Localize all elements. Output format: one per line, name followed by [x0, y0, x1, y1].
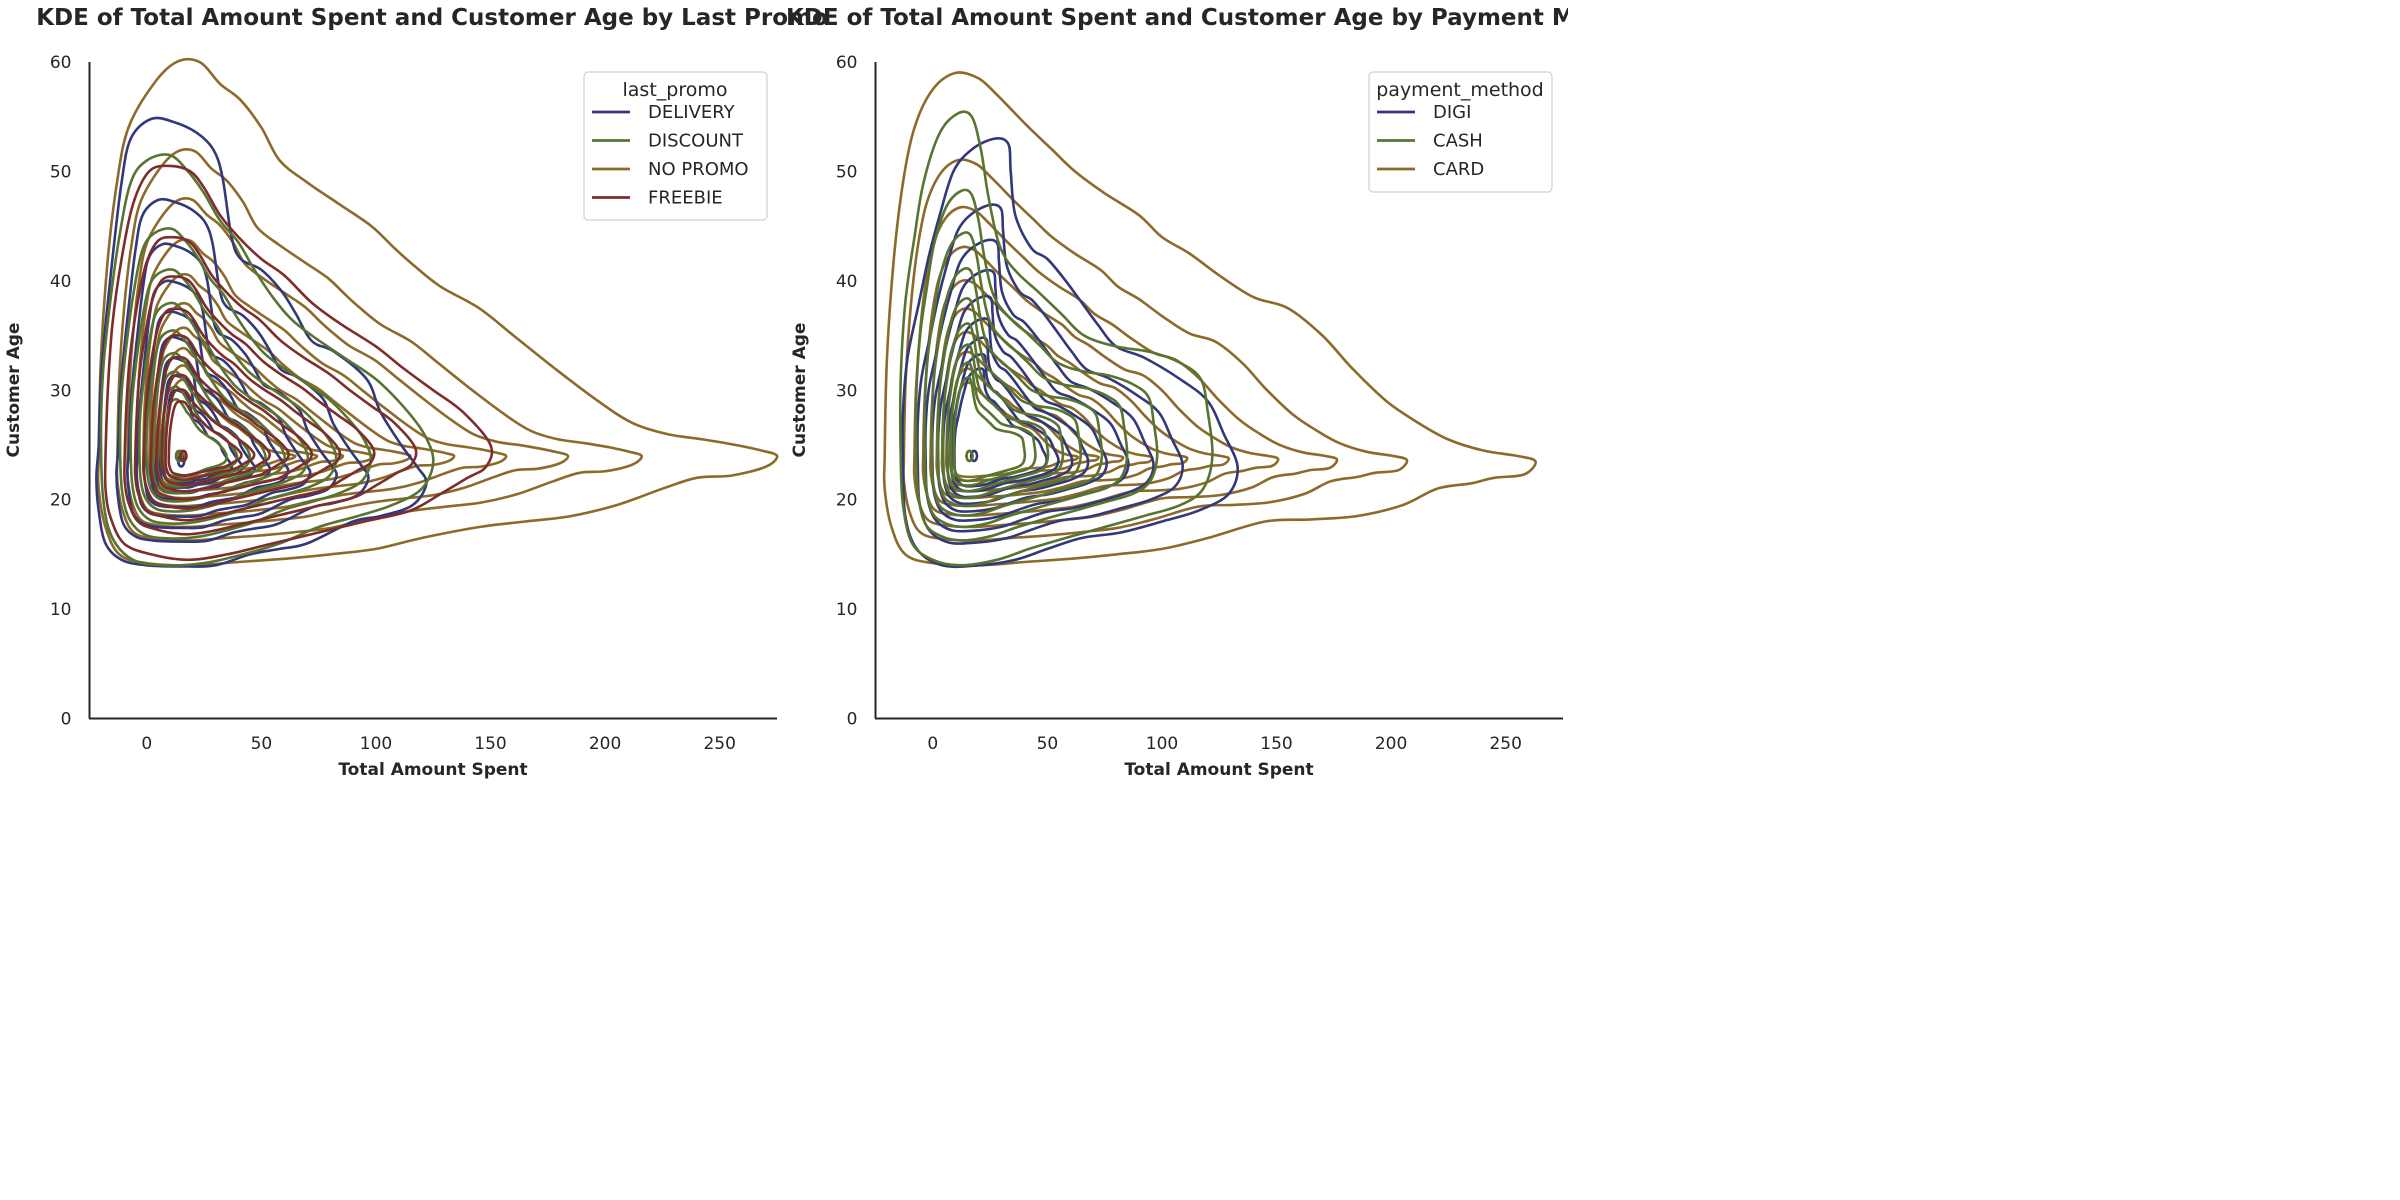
kde-peak-freebie [179, 449, 188, 463]
legend-label: DELIVERY [648, 102, 736, 123]
legend-label: DIGI [1433, 102, 1471, 123]
x-tick-label: 50 [1037, 734, 1059, 754]
kde-peak-cash [965, 449, 974, 463]
kde-contour-no-promo [141, 272, 456, 508]
kde-contour-cash [923, 231, 1129, 529]
legend-label: CARD [1433, 159, 1484, 180]
legend-title-left: last_promo [623, 79, 728, 101]
kde-contour-freebie [123, 235, 418, 536]
kde-contour-cash [949, 361, 1037, 487]
legend-label: CASH [1433, 131, 1483, 152]
kde-contours-left [95, 58, 779, 568]
y-tick-label: 60 [836, 53, 858, 73]
kde-contour-freebie [167, 400, 243, 477]
x-ticks-right: 0 50 100 150 200 250 [927, 734, 1522, 754]
kde-contour-no-promo [125, 197, 570, 529]
kde-contour-card [940, 330, 1154, 493]
legend-title-right: payment_method [1376, 79, 1544, 101]
legend-right: payment_method DIGI CASH CARD [1368, 71, 1553, 193]
kde-contour-cash [898, 110, 1214, 567]
chart-title-left: KDE of Total Amount Spent and Customer A… [36, 5, 828, 31]
x-tick-label: 200 [1375, 734, 1407, 754]
kde-contour-card [882, 71, 1537, 567]
kde-contour-cash [941, 322, 1065, 500]
kde-contour-delivery [126, 242, 338, 530]
legend-label: NO PROMO [648, 159, 749, 180]
legend-entries-left: DELIVERY DISCOUNT NO PROMO FREEBIE [592, 102, 749, 209]
panel-right: KDE of Total Amount Spent and Customer A… [786, 5, 1568, 780]
x-axis-label-right: Total Amount Spent [1124, 760, 1313, 780]
kde-contours-right [882, 71, 1537, 569]
kde-contour-freebie [103, 164, 494, 562]
kde-contour-discount [145, 329, 286, 503]
kde-contour-digi [930, 268, 1130, 523]
y-ticks-right: 0 10 20 30 40 50 60 [836, 53, 858, 730]
y-tick-label: 40 [50, 272, 72, 292]
y-tick-label: 50 [50, 162, 72, 182]
legend-entries-right: DIGI CASH CARD [1377, 102, 1484, 180]
kde-contour-card [921, 245, 1280, 517]
kde-contour-card [935, 307, 1189, 500]
kde-contour-no-promo [115, 148, 643, 542]
x-tick-label: 0 [927, 734, 938, 754]
kde-contour-discount [118, 227, 373, 540]
y-tick-label: 20 [50, 491, 72, 511]
chart-figure: KDE of Total Amount Spent and Customer A… [4, 5, 1568, 780]
legend-label: DISCOUNT [648, 131, 744, 152]
kde-contour-cash [936, 296, 1083, 508]
x-tick-label: 100 [360, 734, 392, 754]
kde-contour-digi [924, 238, 1155, 533]
kde-peak-digi [969, 449, 979, 463]
x-ticks-left: 0 50 100 150 200 250 [141, 734, 736, 754]
x-tick-label: 250 [1489, 734, 1521, 754]
chart-title-right: KDE of Total Amount Spent and Customer A… [786, 5, 1568, 31]
y-tick-label: 0 [61, 710, 72, 730]
kde-contour-discount [129, 268, 338, 525]
x-tick-label: 50 [251, 734, 273, 754]
y-tick-label: 30 [836, 381, 858, 401]
kde-contour-discount [138, 301, 310, 513]
x-tick-label: 0 [141, 734, 152, 754]
kde-contour-freebie [155, 355, 290, 493]
y-tick-label: 40 [836, 272, 858, 292]
x-axis-label-left: Total Amount Spent [338, 760, 527, 780]
kde-contour-freebie [149, 333, 314, 501]
kde-contour-cash [952, 376, 1027, 483]
kde-contour-freebie [164, 388, 256, 482]
y-axis-label-right: Customer Age [790, 323, 810, 458]
kde-contour-delivery [115, 197, 370, 544]
y-tick-label: 50 [836, 162, 858, 182]
kde-contour-cash [945, 343, 1050, 493]
y-tick-label: 10 [50, 600, 72, 620]
x-tick-label: 100 [1146, 734, 1178, 754]
kde-contour-no-promo [134, 238, 508, 517]
kde-contour-card [929, 279, 1231, 508]
x-tick-label: 150 [474, 734, 506, 754]
y-ticks-left: 0 10 20 30 40 50 60 [50, 53, 72, 730]
kde-contour-no-promo [96, 58, 779, 567]
y-tick-label: 30 [50, 381, 72, 401]
kde-contour-cash [914, 188, 1159, 542]
kde-contour-freebie [160, 373, 272, 487]
x-tick-label: 250 [703, 734, 735, 754]
y-tick-label: 0 [847, 710, 858, 730]
y-axis-label-left: Customer Age [4, 323, 24, 458]
legend-box-right [1368, 71, 1553, 193]
kde-peak-discount [174, 449, 184, 463]
kde-contour-cash [930, 266, 1104, 517]
kde-contour-discount [99, 153, 435, 567]
x-tick-label: 200 [589, 734, 621, 754]
y-tick-label: 60 [50, 53, 72, 73]
panel-left: KDE of Total Amount Spent and Customer A… [4, 5, 828, 780]
kde-contour-freebie [133, 275, 376, 522]
kde-contour-freebie [142, 307, 342, 510]
legend-box-left [583, 71, 768, 221]
legend-left: last_promo DELIVERY DISCOUNT NO PROMO FREEB… [583, 71, 768, 221]
y-tick-label: 20 [836, 491, 858, 511]
legend-label: FREEBIE [648, 188, 723, 209]
x-tick-label: 150 [1260, 734, 1292, 754]
y-tick-label: 10 [836, 600, 858, 620]
